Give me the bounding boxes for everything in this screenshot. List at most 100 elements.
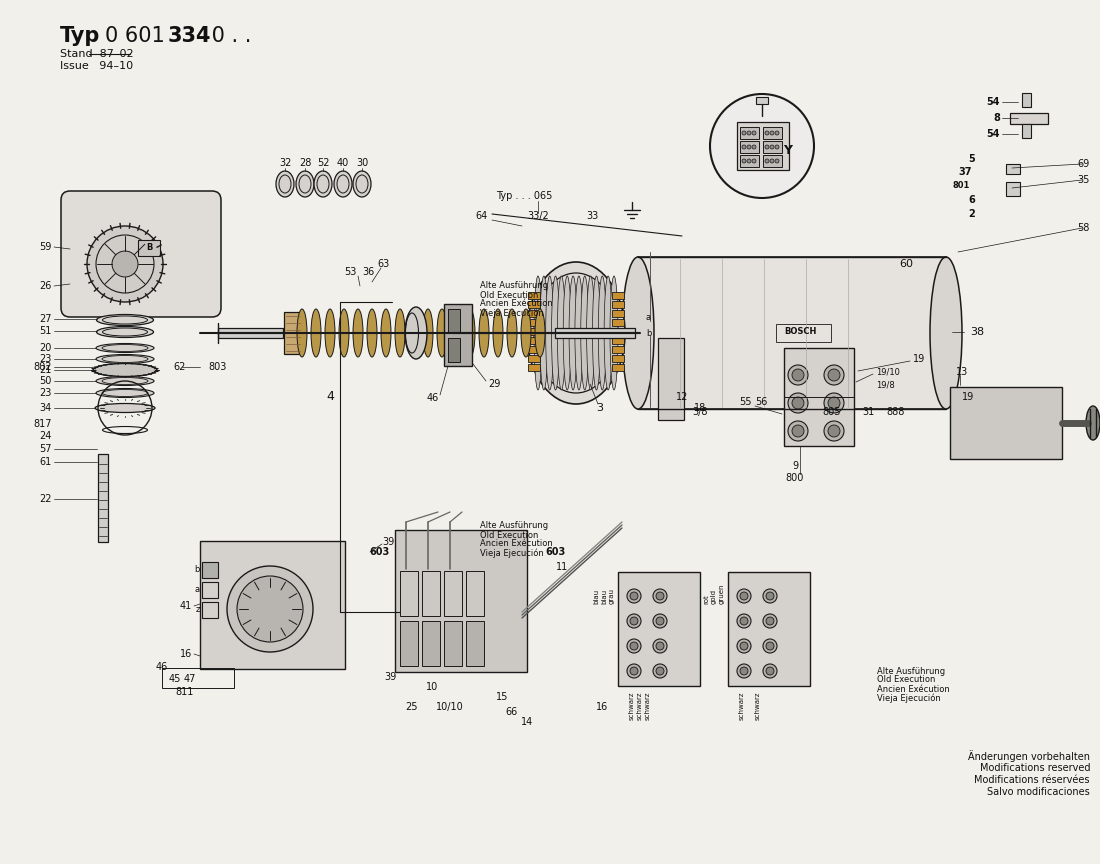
Bar xyxy=(444,571,462,616)
Circle shape xyxy=(770,145,774,149)
Circle shape xyxy=(792,397,804,409)
Bar xyxy=(528,301,540,308)
Circle shape xyxy=(824,365,844,385)
Text: Salvo modificaciones: Salvo modificaciones xyxy=(988,787,1090,797)
Circle shape xyxy=(630,642,638,650)
Text: Vieja Ejecución: Vieja Ejecución xyxy=(480,308,543,318)
Circle shape xyxy=(766,642,774,650)
Text: 35: 35 xyxy=(1078,175,1090,185)
Circle shape xyxy=(740,617,748,625)
Text: 46: 46 xyxy=(156,662,168,672)
Bar xyxy=(448,338,460,362)
Circle shape xyxy=(763,664,777,678)
Circle shape xyxy=(627,589,641,603)
Ellipse shape xyxy=(558,276,565,390)
Ellipse shape xyxy=(296,171,314,197)
Circle shape xyxy=(656,617,664,625)
Text: 805: 805 xyxy=(823,407,842,417)
Ellipse shape xyxy=(465,309,475,357)
Ellipse shape xyxy=(381,309,390,357)
Bar xyxy=(763,127,782,139)
Circle shape xyxy=(656,642,664,650)
Bar xyxy=(444,304,472,366)
Bar xyxy=(612,301,624,308)
Text: 19: 19 xyxy=(961,392,975,402)
Text: grau: grau xyxy=(609,588,615,604)
Ellipse shape xyxy=(97,327,154,338)
Text: a: a xyxy=(195,586,200,594)
Ellipse shape xyxy=(96,377,154,385)
Ellipse shape xyxy=(334,171,352,197)
Bar xyxy=(466,621,484,666)
Text: Vieja Ejecución: Vieja Ejecución xyxy=(480,549,543,558)
Bar xyxy=(740,127,759,139)
Text: 8: 8 xyxy=(993,113,1000,123)
Text: Typ: Typ xyxy=(60,26,100,46)
Text: 0 601: 0 601 xyxy=(104,26,172,46)
Ellipse shape xyxy=(930,257,962,409)
Text: 801: 801 xyxy=(953,181,970,190)
Ellipse shape xyxy=(546,276,553,390)
Text: 51: 51 xyxy=(40,326,52,336)
Circle shape xyxy=(630,617,638,625)
Text: 47: 47 xyxy=(184,674,196,684)
Text: 38: 38 xyxy=(970,327,985,337)
Text: 54: 54 xyxy=(987,129,1000,139)
Circle shape xyxy=(752,159,756,163)
Text: Modifications reserved: Modifications reserved xyxy=(979,763,1090,773)
Bar xyxy=(763,155,782,167)
Text: Ancien Exécution: Ancien Exécution xyxy=(877,684,949,694)
Bar xyxy=(612,328,624,335)
Circle shape xyxy=(788,421,808,441)
Ellipse shape xyxy=(367,309,377,357)
Ellipse shape xyxy=(507,309,517,357)
Text: Old Execution: Old Execution xyxy=(877,676,935,684)
Text: 36: 36 xyxy=(362,267,374,277)
Ellipse shape xyxy=(604,276,613,390)
Text: 19/8: 19/8 xyxy=(876,380,894,390)
Bar xyxy=(1006,164,1020,174)
Text: Y: Y xyxy=(783,143,792,156)
Text: 3: 3 xyxy=(596,403,604,413)
Text: Alte Ausführung: Alte Ausführung xyxy=(480,522,548,530)
Text: 603: 603 xyxy=(370,547,390,557)
Ellipse shape xyxy=(405,307,427,359)
Text: 26: 26 xyxy=(40,281,52,291)
Ellipse shape xyxy=(297,309,307,357)
Circle shape xyxy=(752,145,756,149)
Circle shape xyxy=(742,159,746,163)
Text: Issue   94–10: Issue 94–10 xyxy=(60,61,133,71)
Text: 334: 334 xyxy=(168,26,211,46)
Bar xyxy=(98,454,108,542)
Circle shape xyxy=(630,592,638,600)
Ellipse shape xyxy=(535,309,544,357)
Circle shape xyxy=(653,614,667,628)
Text: 24: 24 xyxy=(40,431,52,441)
Ellipse shape xyxy=(97,314,154,326)
Circle shape xyxy=(112,251,138,277)
Bar xyxy=(218,328,283,338)
Text: 62: 62 xyxy=(174,362,186,372)
Bar xyxy=(776,324,830,342)
Circle shape xyxy=(630,667,638,675)
Circle shape xyxy=(766,617,774,625)
Bar xyxy=(284,312,302,354)
Bar xyxy=(202,562,218,578)
Circle shape xyxy=(236,576,302,642)
Text: rot: rot xyxy=(703,594,710,604)
Bar xyxy=(756,97,768,104)
Circle shape xyxy=(763,589,777,603)
Ellipse shape xyxy=(521,309,531,357)
Text: 802: 802 xyxy=(33,362,52,372)
Ellipse shape xyxy=(451,309,461,357)
Bar xyxy=(763,141,782,153)
Text: 6: 6 xyxy=(968,195,975,205)
Bar xyxy=(528,292,540,299)
Circle shape xyxy=(828,425,840,437)
Circle shape xyxy=(747,159,751,163)
Ellipse shape xyxy=(96,389,154,397)
Text: b: b xyxy=(646,329,651,339)
Text: 22: 22 xyxy=(40,494,52,504)
Text: 817: 817 xyxy=(33,419,52,429)
Text: schwarz: schwarz xyxy=(645,691,651,720)
